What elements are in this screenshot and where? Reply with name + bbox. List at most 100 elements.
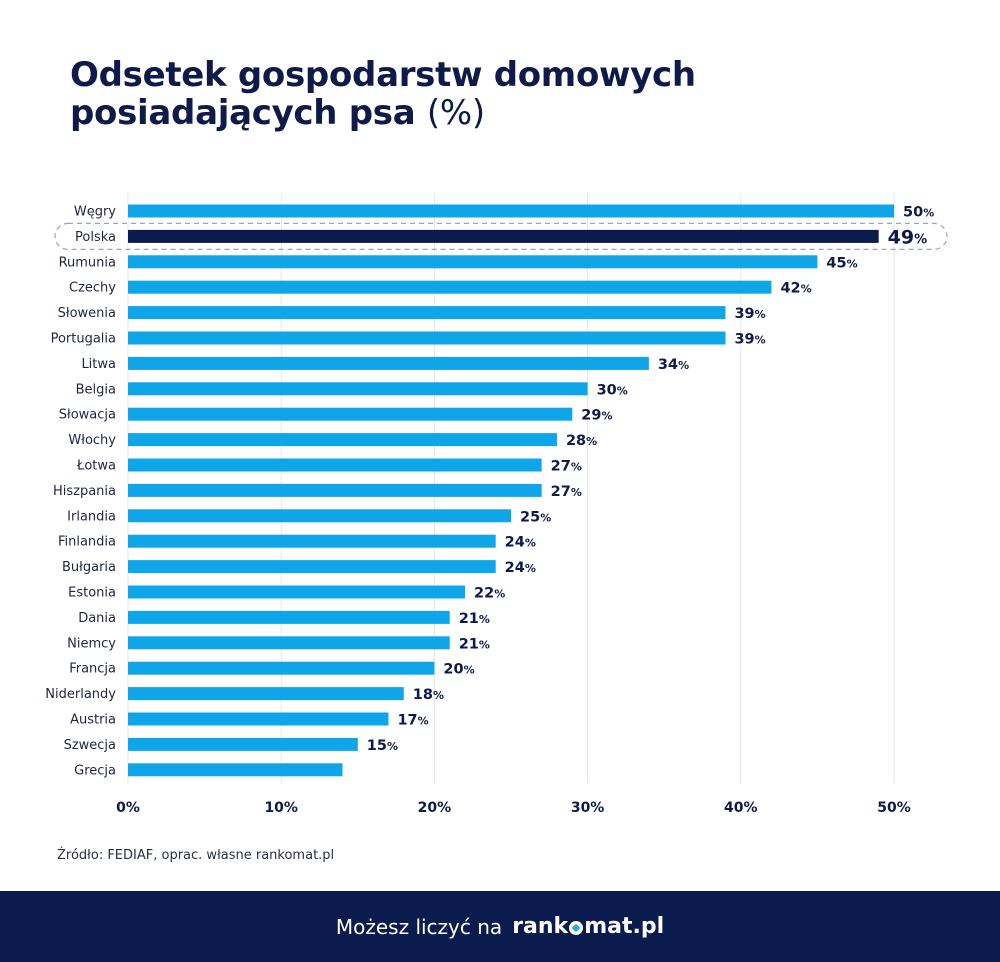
data-label: 20% (443, 662, 474, 678)
bar (128, 306, 726, 320)
bar (128, 280, 772, 294)
bar (128, 712, 389, 726)
category-label: Austria (70, 713, 116, 728)
footer-text: Możesz liczyć na (335, 914, 503, 939)
category-label: Polska (75, 230, 116, 245)
bar (128, 255, 818, 269)
bar (128, 407, 573, 421)
bar (128, 458, 542, 472)
category-label: Szwecja (64, 738, 116, 753)
bar (128, 356, 649, 370)
bar (128, 560, 496, 574)
title-line-2-text: posiadających psa (70, 93, 416, 133)
data-label: 21% (459, 611, 490, 627)
category-label: Belgia (76, 382, 116, 397)
data-label: 49% (888, 226, 927, 248)
bar (128, 509, 511, 523)
data-label: 28% (566, 433, 597, 449)
brand-left: rank (512, 914, 569, 939)
data-label-suffix: % (601, 410, 612, 423)
bar (128, 382, 588, 396)
category-label: Niderlandy (45, 687, 116, 702)
x-tick-label: 0% (116, 800, 140, 815)
chart-title: Odsetek gospodarstw domowych posiadający… (70, 56, 696, 132)
data-label-suffix: % (617, 384, 628, 397)
data-label-suffix: % (678, 359, 689, 372)
data-label-suffix: % (464, 664, 475, 677)
data-label: 27% (551, 459, 582, 475)
bar (128, 433, 557, 447)
category-label: Bułgaria (62, 560, 116, 575)
data-label: 24% (505, 535, 536, 551)
bar (128, 331, 726, 345)
category-label: Słowacja (59, 408, 116, 423)
category-label: Dania (78, 611, 116, 626)
data-label-suffix: % (433, 689, 444, 702)
x-tick-label: 30% (571, 800, 605, 815)
data-label: 25% (520, 509, 551, 525)
brand-right: mat.pl (584, 914, 665, 939)
category-label: Hiszpania (53, 484, 116, 499)
data-label: 24% (505, 560, 536, 576)
category-label: Czechy (69, 281, 116, 296)
data-label: 17% (397, 713, 428, 729)
bar (128, 534, 496, 548)
highlight-outline (54, 222, 948, 251)
bar (128, 661, 435, 675)
category-label: Słowenia (58, 306, 116, 321)
data-label-suffix: % (479, 638, 490, 651)
data-label: 42% (780, 281, 811, 297)
category-label: Irlandia (67, 509, 116, 524)
data-label: 21% (459, 636, 490, 652)
bar (128, 229, 879, 243)
bar (128, 585, 466, 599)
data-label-suffix: % (755, 334, 766, 347)
category-label: Estonia (68, 586, 116, 601)
data-label: 18% (413, 687, 444, 703)
data-label: 22% (474, 586, 505, 602)
data-label: 29% (581, 408, 612, 424)
data-label: 45% (826, 255, 857, 271)
category-label: Łotwa (76, 459, 116, 474)
category-label: Węgry (74, 205, 116, 220)
data-label-suffix: % (586, 435, 597, 448)
category-label: Portugalia (51, 332, 116, 347)
category-label: Finlandia (58, 535, 116, 550)
category-label: Włochy (68, 433, 116, 448)
bar (128, 687, 404, 701)
data-label: 39% (734, 332, 765, 348)
bar (128, 610, 450, 624)
brand-o-icon (569, 920, 584, 935)
data-label: 15% (367, 738, 398, 754)
category-label: Grecja (74, 763, 116, 778)
data-label: 34% (658, 357, 689, 373)
brand-logo[interactable]: rank mat.pl (512, 914, 664, 939)
bar-chart: 0% 10% 20% 30% 40% 50% Węgry 50% Polska 49% Rumuni… (45, 193, 948, 815)
data-label-suffix: % (387, 740, 398, 753)
data-label-suffix: % (755, 308, 766, 321)
data-label-suffix: % (494, 588, 505, 601)
category-label: Niemcy (67, 636, 116, 651)
x-tick-label: 40% (724, 800, 758, 815)
category-label: Rumunia (59, 255, 116, 270)
data-label-suffix: % (418, 715, 429, 728)
data-label: 27% (551, 484, 582, 500)
category-label: Francja (69, 662, 116, 677)
footer-banner: Możesz liczyć na rank mat.pl (0, 891, 1000, 962)
data-label-suffix: % (525, 562, 536, 575)
data-label-suffix: % (801, 283, 812, 296)
data-label-suffix: % (540, 511, 551, 524)
bar (128, 763, 343, 777)
data-label-suffix: % (571, 486, 582, 499)
data-label-suffix: % (479, 613, 490, 626)
bar (128, 483, 542, 497)
source-note: Źródło: FEDIAF, oprac. własne rankomat.p… (57, 848, 335, 863)
title-unit: (%) (426, 93, 485, 133)
data-label: 50% (903, 205, 934, 221)
data-label-suffix: % (571, 461, 582, 474)
data-label: 30% (597, 382, 628, 398)
category-label: Litwa (81, 357, 116, 372)
x-tick-label: 20% (418, 800, 452, 815)
bar (128, 737, 358, 751)
title-line-2: posiadających psa (%) (70, 94, 696, 132)
